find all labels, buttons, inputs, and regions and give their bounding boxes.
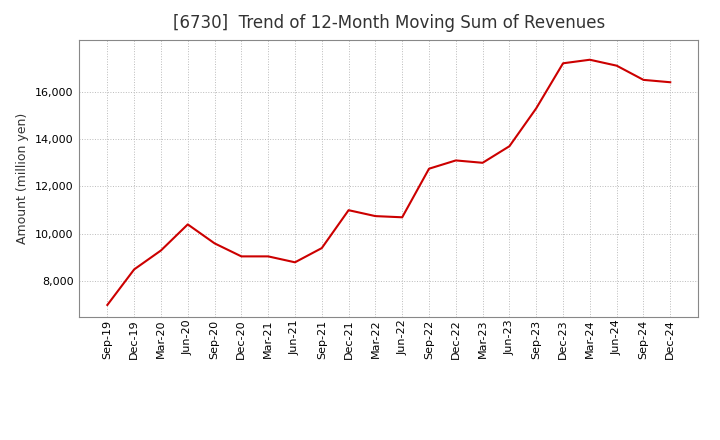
Title: [6730]  Trend of 12-Month Moving Sum of Revenues: [6730] Trend of 12-Month Moving Sum of R…: [173, 15, 605, 33]
Y-axis label: Amount (million yen): Amount (million yen): [17, 113, 30, 244]
